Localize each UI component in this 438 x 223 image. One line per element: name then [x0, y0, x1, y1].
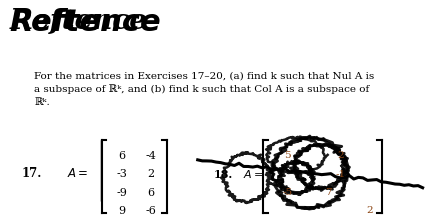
Text: Reftence: Reftence — [10, 8, 161, 37]
Text: 9: 9 — [118, 206, 125, 216]
Text: For the matrices in Exercises 17–20, (a) find k such that Nul A is
a subspace of: For the matrices in Exercises 17–20, (a)… — [34, 72, 374, 107]
Text: 2: 2 — [337, 151, 343, 160]
Text: 18.: 18. — [214, 169, 233, 180]
Text: Reftence: Reftence — [10, 8, 147, 35]
Text: 7: 7 — [325, 188, 331, 198]
Text: 6: 6 — [118, 151, 125, 161]
Text: -6: -6 — [145, 206, 156, 216]
Text: 5: 5 — [284, 151, 290, 160]
Text: 2: 2 — [147, 169, 154, 179]
Text: -4: -4 — [145, 151, 156, 161]
Text: $A =$: $A =$ — [242, 168, 263, 180]
Text: -3: -3 — [117, 169, 127, 179]
Text: 17.: 17. — [22, 167, 42, 180]
Text: $A =$: $A =$ — [67, 167, 88, 180]
Text: -1: -1 — [335, 170, 345, 179]
Text: 6: 6 — [147, 188, 154, 198]
Text: -9: -9 — [117, 188, 127, 198]
Text: -5: -5 — [282, 188, 292, 198]
Text: 2: 2 — [365, 206, 372, 215]
